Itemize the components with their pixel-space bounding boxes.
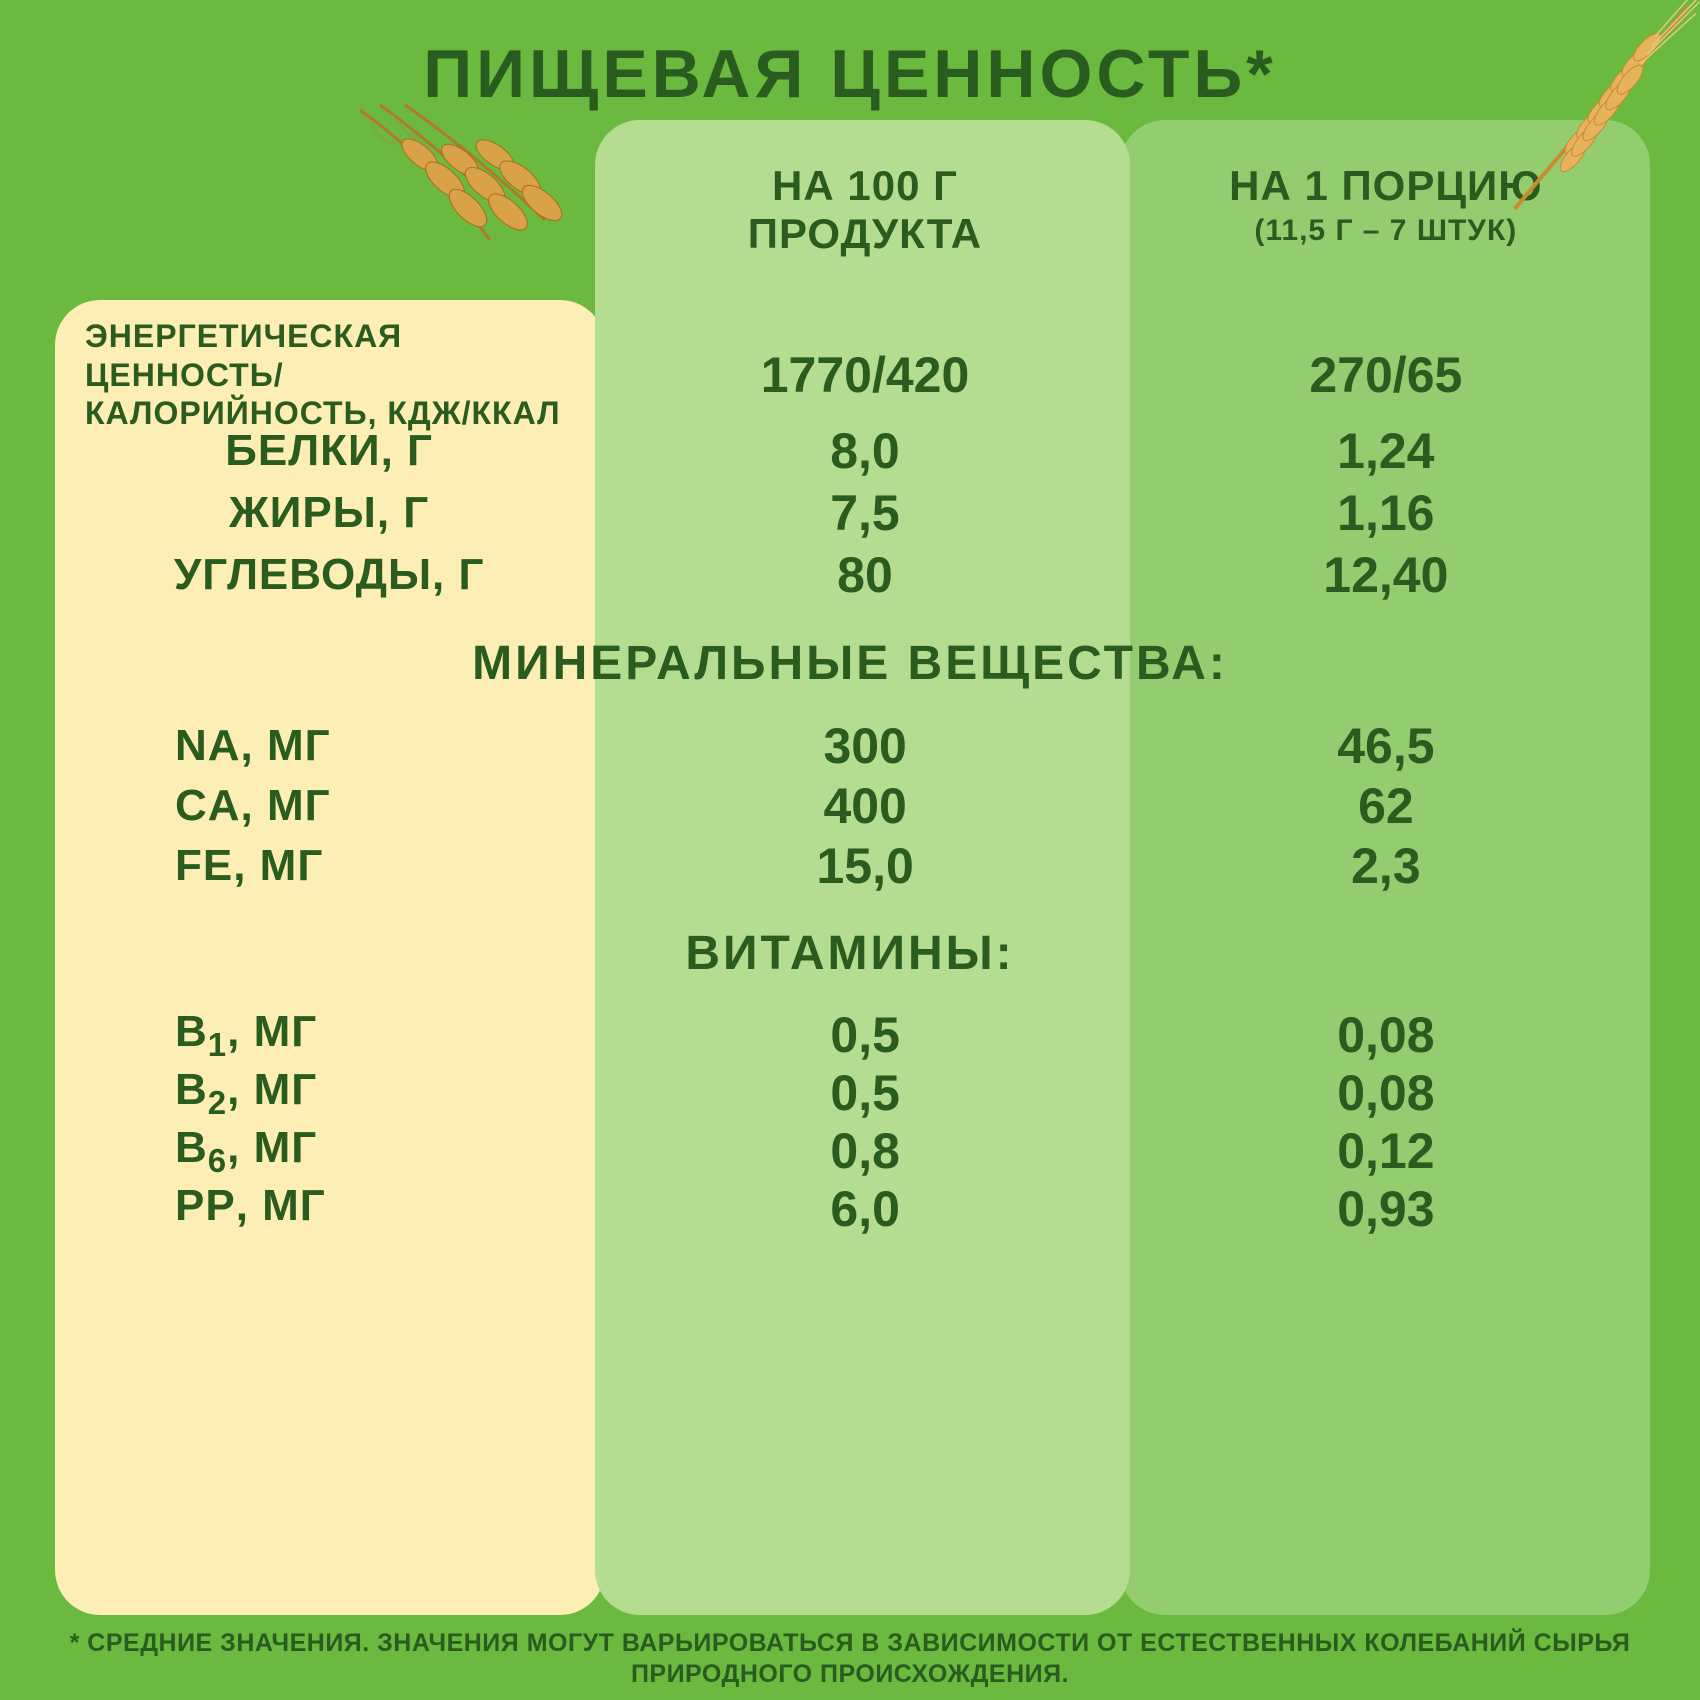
row-b6: B6, МГ 0,8 0,12 — [55, 1122, 1645, 1180]
col-header-per100g: НА 100 Г ПРОДУКТА — [603, 150, 1126, 290]
vitamins-header: ВИТАМИНЫ: — [55, 926, 1645, 981]
row-carbs: УГЛЕВОДЫ, Г 80 12,40 — [55, 544, 1645, 606]
row-pp: PP, МГ 6,0 0,93 — [55, 1180, 1645, 1238]
row-b2: B2, МГ 0,5 0,08 — [55, 1064, 1645, 1122]
page-title: ПИЩЕВАЯ ЦЕННОСТЬ* — [0, 0, 1700, 113]
oats-icon — [350, 100, 610, 305]
row-ca: CA, МГ 400 62 — [55, 776, 1645, 836]
row-protein: БЕЛКИ, Г 8,0 1,24 — [55, 420, 1645, 482]
row-fe: FE, МГ 15,0 2,3 — [55, 836, 1645, 896]
row-fat: ЖИРЫ, Г 7,5 1,16 — [55, 482, 1645, 544]
row-energy: ЭНЕРГЕТИЧЕСКАЯ ЦЕННОСТЬ/ КАЛОРИЙНОСТЬ, К… — [55, 330, 1645, 420]
minerals-header: МИНЕРАЛЬНЫЕ ВЕЩЕСТВА: — [55, 636, 1645, 691]
row-b1: B1, МГ 0,5 0,08 — [55, 1006, 1645, 1064]
row-na: NA, МГ 300 46,5 — [55, 716, 1645, 776]
footnote: * СРЕДНИЕ ЗНАЧЕНИЯ. ЗНАЧЕНИЯ МОГУТ ВАРЬИ… — [30, 1628, 1670, 1691]
